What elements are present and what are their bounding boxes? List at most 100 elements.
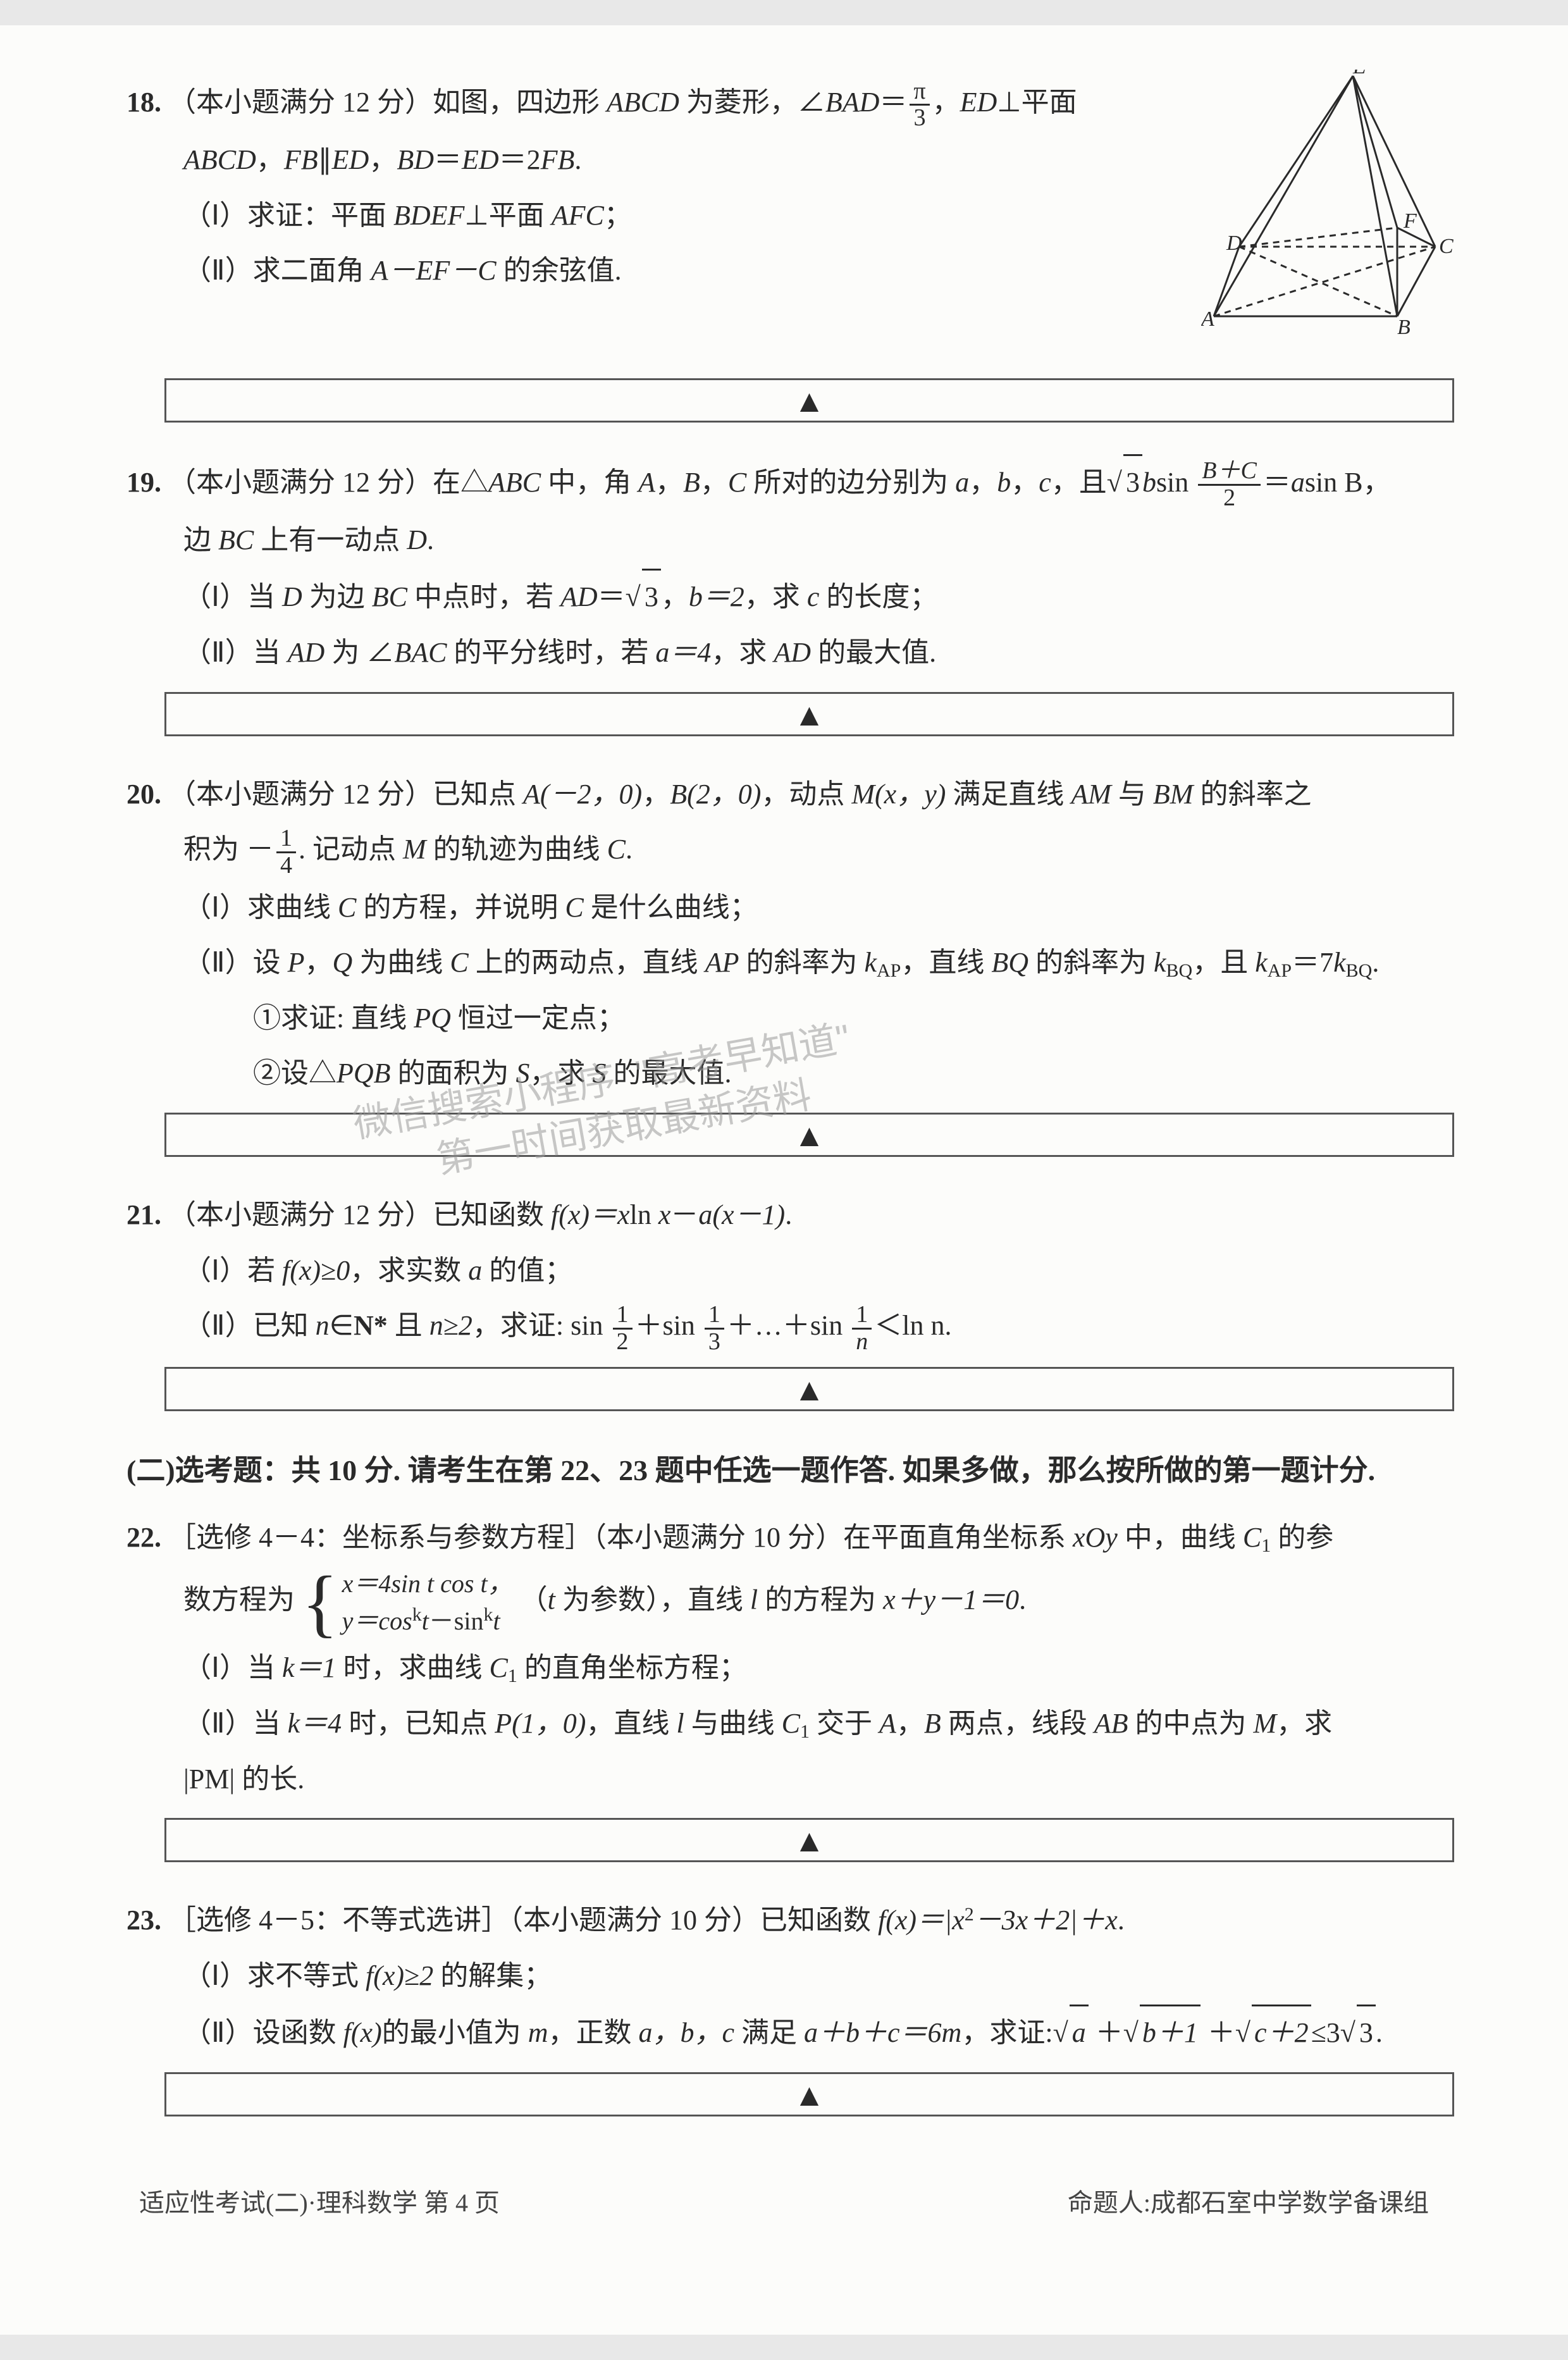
text: （Ⅱ）已知 <box>183 1310 316 1341</box>
text: 上的两动点，直线 <box>469 947 705 978</box>
var: (x－1) <box>712 1199 785 1230</box>
text: ，求证: <box>961 2017 1053 2048</box>
text: ，正数 <box>548 2017 639 2048</box>
var: A(－2，0) <box>523 779 642 810</box>
var: N* <box>354 1310 388 1341</box>
text: 的面积为 <box>391 1058 516 1089</box>
var: FB <box>541 144 575 175</box>
text: sin <box>663 1310 702 1341</box>
var: AP <box>705 947 739 978</box>
var: BM <box>1153 779 1194 810</box>
text: ，且 <box>1051 467 1107 498</box>
var: t <box>422 1607 429 1635</box>
svg-text:D: D <box>1226 232 1242 255</box>
text: 为参数），直线 <box>555 1585 750 1616</box>
var: y＝cos <box>342 1607 412 1635</box>
question-22: 22. ［选修 4－4：坐标系与参数方程］（本小题满分 10 分）在平面直角坐标… <box>127 1511 1454 1862</box>
text: （本小题满分 12 分）如图，四边形 <box>168 87 607 118</box>
text: 积为 － <box>183 834 274 865</box>
text: （Ⅰ）当 <box>183 1652 282 1683</box>
text: 两点，线段 <box>941 1708 1094 1739</box>
var: P <box>288 947 305 978</box>
text: sin B <box>1305 467 1363 498</box>
question-18: E D C F A B 18. （本小题满分 12 分）如图，四边形 ABCD … <box>127 76 1454 423</box>
var: C <box>1243 1522 1261 1553</box>
question-19: 19. （本小题满分 12 分）在△ABC 中，角 A，B，C 所对的边分别为 … <box>127 454 1454 736</box>
text: （Ⅰ）求证：平面 <box>183 200 393 231</box>
sqrt-arg: a <box>1070 2005 1089 2060</box>
footer-left: 适应性考试(二)·理科数学 第 4 页 <box>139 2179 500 2227</box>
var: l <box>676 1708 684 1739</box>
q-number: 23. <box>127 1905 161 1936</box>
var: b＝2 <box>689 581 744 612</box>
sqrt-arg: c＋2 <box>1252 2005 1311 2060</box>
sqrt-arg: 3 <box>1123 454 1142 509</box>
numerator: π <box>910 79 929 106</box>
var: xOy <box>1073 1522 1118 1553</box>
sqrt-icon: √ <box>1053 2017 1068 2048</box>
q-number: 22. <box>127 1522 161 1553</box>
text: ＋ <box>1207 2017 1235 2048</box>
text: 满足直线 <box>946 779 1071 810</box>
var: AFC <box>552 200 604 231</box>
var: M(x，y) <box>851 779 946 810</box>
var: |PM| <box>183 1764 235 1795</box>
var: c <box>1039 467 1051 498</box>
text: ≤3 <box>1311 2017 1340 2048</box>
var: BC <box>218 524 254 555</box>
var: C <box>565 892 583 923</box>
text: 的最大值. <box>607 1058 732 1089</box>
text: 的轨迹为曲线 <box>426 834 607 865</box>
q-number: 19. <box>127 467 161 498</box>
text: 的平分线时，若 <box>447 637 655 668</box>
var: f(x)≥0 <box>282 1255 350 1286</box>
var: B(2，0) <box>670 779 761 810</box>
var: FB <box>284 144 318 175</box>
text: ＝ <box>1263 467 1291 498</box>
text: ，直线 <box>586 1708 676 1739</box>
text: ＜ <box>874 1310 902 1341</box>
text: （Ⅱ）当 <box>183 1708 288 1739</box>
numerator: B＋C <box>1198 459 1261 486</box>
text: 与 <box>1111 779 1153 810</box>
text: 的方程为 <box>758 1585 883 1616</box>
text: 中，角 <box>541 467 638 498</box>
var: ED <box>462 144 499 175</box>
answer-box: ▲ <box>164 1367 1454 1411</box>
text: ∈ <box>330 1310 354 1341</box>
text: . <box>944 1310 951 1341</box>
text: 所对的边分别为 <box>746 467 955 498</box>
numerator: 1 <box>276 826 296 853</box>
var: f(x)＝x <box>551 1199 630 1230</box>
var: P(1，0) <box>495 1708 586 1739</box>
var: S <box>516 1058 530 1089</box>
var: l <box>750 1585 758 1616</box>
svg-text:B: B <box>1397 316 1411 335</box>
text: ＋ <box>1096 2017 1123 2048</box>
var: ABCD <box>183 144 256 175</box>
q-number: 20. <box>127 779 161 810</box>
triangle-icon: ▲ <box>794 385 825 417</box>
text: 且 <box>388 1310 429 1341</box>
text: ＋ <box>635 1310 663 1341</box>
denominator: 3 <box>910 106 929 131</box>
var: n <box>316 1310 330 1341</box>
svg-text:F: F <box>1403 209 1417 233</box>
text: 的斜率之 <box>1193 779 1311 810</box>
var: PQB <box>336 1058 391 1089</box>
var: M <box>1254 1708 1277 1739</box>
var: C <box>338 892 356 923</box>
sqrt-icon: √ <box>1340 2017 1355 2048</box>
sqrt-icon: √ <box>626 581 641 612</box>
var: AD <box>288 637 325 668</box>
fraction: π3 <box>910 79 929 132</box>
text: 的解集； <box>433 1960 552 1991</box>
var: f(x) <box>343 2017 382 2048</box>
text: （Ⅰ）若 <box>183 1255 282 1286</box>
sqrt-icon: √ <box>1235 2017 1250 2048</box>
text: 与曲线 <box>684 1708 782 1739</box>
var: C <box>607 834 626 865</box>
var: a <box>468 1255 482 1286</box>
numerator: 1 <box>705 1302 724 1330</box>
sqrt-icon: √ <box>1107 467 1122 498</box>
